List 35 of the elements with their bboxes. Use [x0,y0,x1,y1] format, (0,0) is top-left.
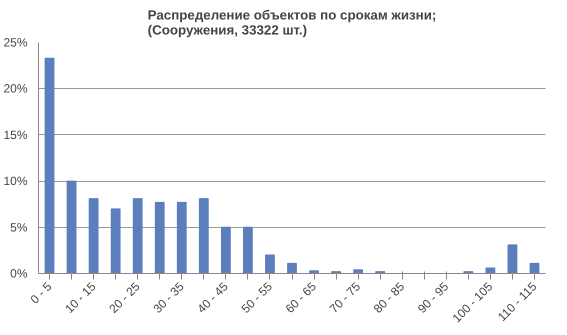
x-tick-label: 110 - 115 [494,279,540,324]
bar [508,244,518,274]
bar [198,198,209,274]
bar [88,198,99,274]
x-tick-label: 70 - 75 [326,279,364,316]
bar [66,180,76,274]
bar [132,198,143,274]
bar [176,202,187,274]
x-tick-label: 50 - 55 [238,279,276,316]
y-tick-label: 5% [10,220,28,234]
x-tick-label: 10 - 15 [62,279,99,316]
y-tick-label: 25% [3,36,28,50]
y-tick-label: 15% [3,128,28,142]
bar [287,262,297,274]
x-tick-label: 40 - 45 [194,279,232,316]
y-tick-label: 10% [3,174,28,188]
bar [265,254,275,274]
bar [44,58,54,274]
bar [154,202,165,274]
bar [309,270,319,274]
bar [530,262,540,274]
x-tick-label: 20 - 25 [106,279,143,316]
x-tick-label: 0 - 5 [28,279,55,306]
bar [485,267,496,274]
x-tick-label: 90 - 95 [414,279,452,316]
bar [110,208,121,274]
x-tick-label: 60 - 65 [282,279,320,316]
x-tick-label: 100 - 105 [450,279,496,326]
y-tick-label: 20% [3,82,28,96]
bar [243,226,253,274]
bar [220,226,231,274]
x-tick-label: 80 - 85 [370,279,408,316]
chart-title: Распределение объектов по срокам жизни; (Сооружения, 33322 шт.) [148,8,436,38]
x-tick-label: 30 - 35 [150,279,187,316]
y-tick-label: 0% [10,266,28,280]
